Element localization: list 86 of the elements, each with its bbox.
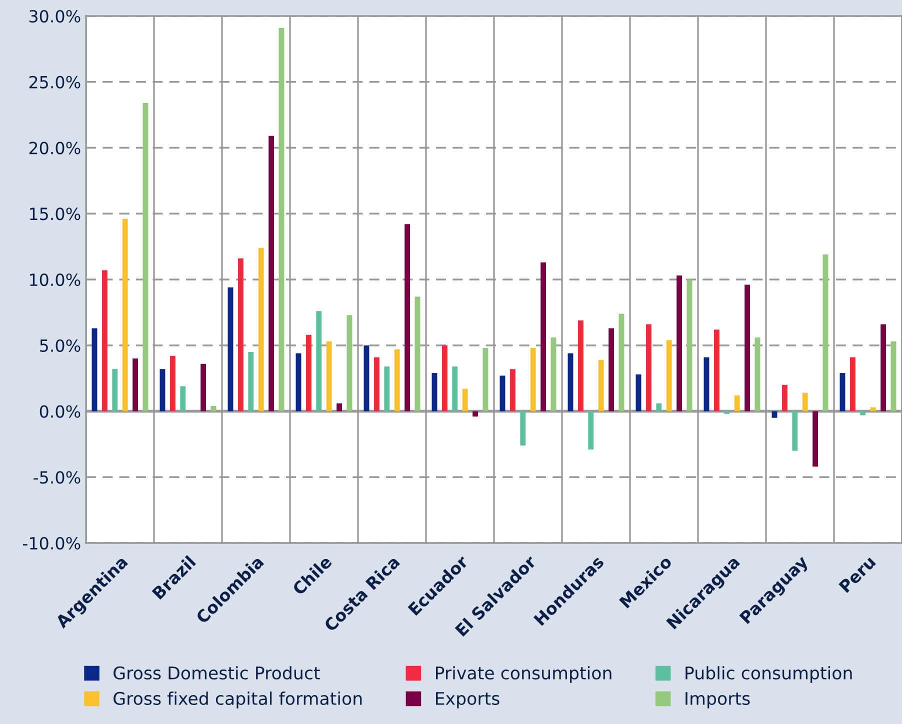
bar: [724, 411, 730, 414]
bar: [656, 403, 662, 412]
bar: [568, 353, 574, 412]
bar: [822, 254, 828, 412]
bar: [714, 330, 720, 412]
bar: [442, 345, 448, 412]
y-tick-label: -5.0%: [34, 471, 80, 484]
bar: [482, 348, 488, 412]
bar: [92, 328, 98, 412]
y-tick-label: 20.0%: [29, 142, 80, 154]
bar: [500, 376, 506, 412]
y-tick-label: 5.0%: [40, 339, 80, 352]
bar: [374, 357, 380, 412]
y-tick-label: 0.0%: [40, 405, 80, 418]
bar: [472, 411, 478, 417]
y-tick-label: -10.0%: [22, 536, 80, 550]
bar: [646, 324, 652, 412]
bar: [132, 358, 138, 412]
bar: [510, 369, 516, 412]
bar: [608, 328, 614, 412]
bar: [102, 270, 108, 412]
bar: [452, 366, 458, 412]
bar: [268, 136, 274, 412]
bar: [404, 224, 410, 412]
bar: [316, 311, 322, 412]
bar: [160, 369, 166, 412]
bar: [384, 366, 390, 412]
bar: [744, 284, 750, 412]
bar: [890, 341, 896, 412]
legend-label: Gross Domestic Product: [114, 666, 320, 680]
bar: [754, 337, 760, 412]
legend-label: Gross fixed capital formation: [114, 692, 362, 708]
bar: [520, 411, 526, 446]
y-tick-label: 10.0%: [30, 273, 80, 286]
legend-label: Public consumption: [686, 666, 852, 683]
bar: [802, 392, 808, 412]
bar: [636, 374, 642, 412]
bar: [598, 360, 604, 412]
bar: [870, 407, 876, 412]
bar: [782, 384, 788, 412]
bar: [364, 345, 370, 412]
bar: [850, 357, 856, 412]
bar: [122, 218, 128, 412]
bar: [394, 349, 400, 412]
bar: [258, 248, 264, 412]
bar: [792, 411, 798, 451]
bar: [618, 314, 624, 412]
bar: [772, 411, 778, 418]
bar: [200, 364, 206, 412]
bar: [676, 276, 682, 412]
bar: [142, 102, 148, 412]
bar: [248, 352, 254, 412]
bar: [346, 315, 352, 412]
bar: [540, 262, 546, 412]
bar: [550, 337, 556, 412]
bar: [210, 406, 216, 412]
bar: [278, 28, 284, 412]
bar: [860, 411, 866, 416]
legend-label: Exports: [436, 692, 500, 708]
legend-label: Private consumption: [436, 666, 612, 683]
bar: [578, 320, 584, 412]
bar: [228, 287, 234, 412]
bar: [306, 334, 312, 412]
bar: [686, 280, 692, 412]
bar: [336, 403, 342, 412]
bar: [326, 341, 332, 412]
bar: [170, 356, 176, 412]
bar: [734, 395, 740, 412]
bar: [238, 258, 244, 412]
bar: [432, 373, 438, 412]
bar: [296, 353, 302, 412]
bar: [588, 411, 594, 450]
y-tick-label: 15.0%: [30, 208, 80, 220]
bar: [880, 324, 886, 412]
bar: [112, 369, 118, 412]
bar: [414, 296, 420, 412]
y-tick-label: 25.0%: [29, 76, 80, 88]
bar: [462, 388, 468, 412]
y-tick-label: 30.0%: [29, 10, 80, 23]
bar: [704, 357, 710, 412]
bar: [812, 411, 818, 467]
bar: [530, 348, 536, 412]
bar: [666, 340, 672, 412]
bar: [840, 373, 846, 412]
legend-label: Imports: [686, 692, 750, 708]
bar: [180, 386, 186, 412]
